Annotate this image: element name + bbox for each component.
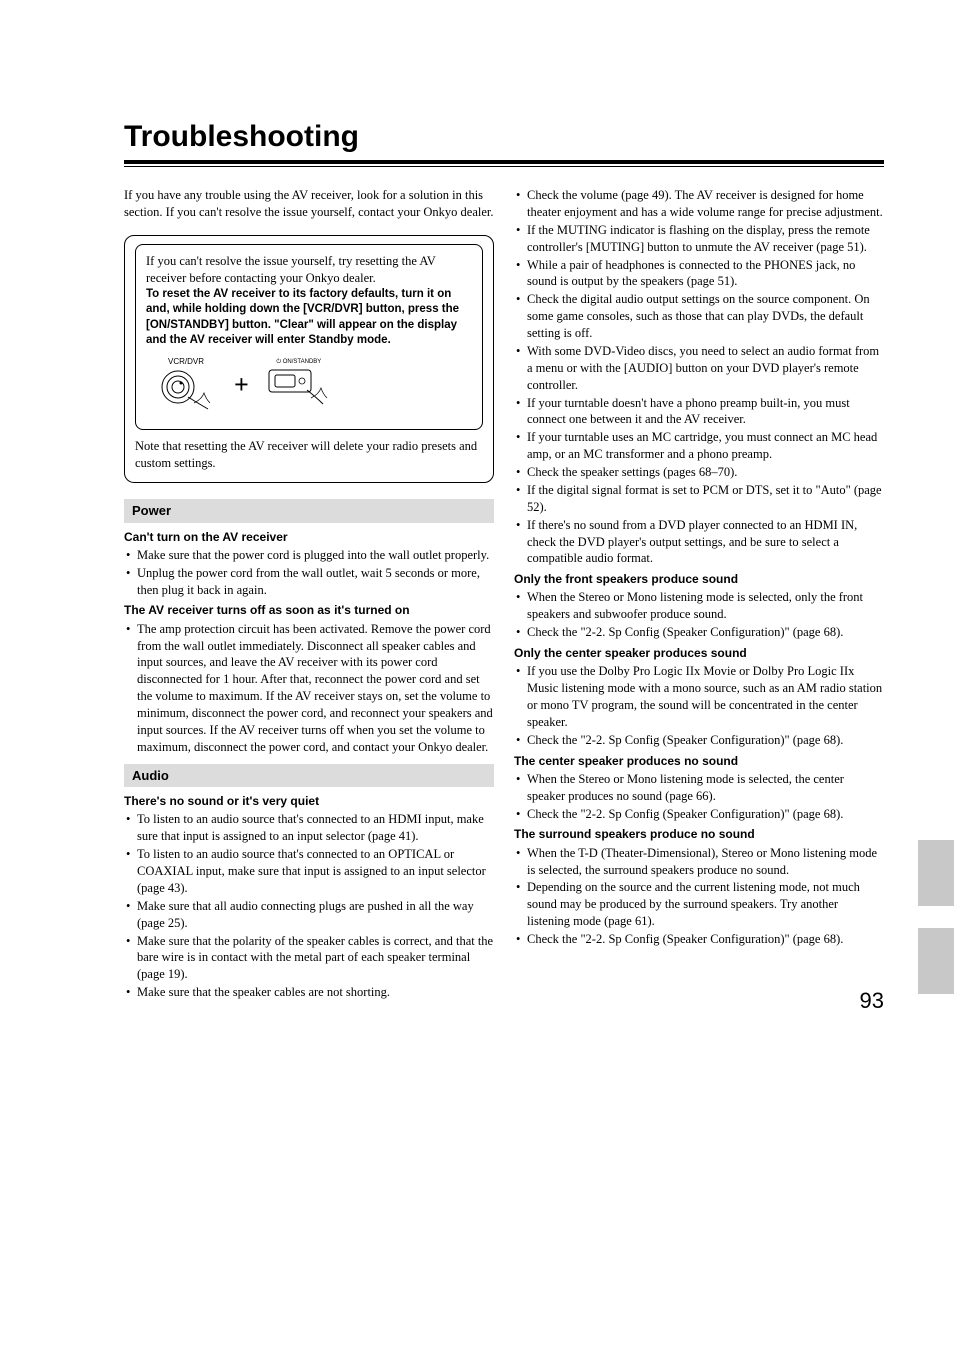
note-bold-text: To reset the AV receiver to its factory … [146,287,472,349]
side-tab [918,840,954,906]
sub-header: The AV receiver turns off as soon as it'… [124,602,494,618]
bullet-item: The amp protection circuit has been acti… [124,621,494,756]
knob-icon [156,369,216,413]
bullet-item: Check the "2-2. Sp Config (Speaker Confi… [514,931,884,948]
bullet-item: Make sure that the power cord is plugged… [124,547,494,564]
sub-header: The center speaker produces no sound [514,753,884,769]
bullet-list: If you use the Dolby Pro Logic IIx Movie… [514,663,884,748]
bullet-item: Check the volume (page 49). The AV recei… [514,187,884,221]
plus-icon: + [234,367,249,402]
diagram-button: ⏻ ON/STANDBY [267,358,331,412]
bullet-item: While a pair of headphones is connected … [514,257,884,291]
note-bottom-text: Note that resetting the AV receiver will… [135,438,483,472]
bullet-item: If your turntable uses an MC cartridge, … [514,429,884,463]
bullet-item: If the digital signal format is set to P… [514,482,884,516]
left-column: If you have any trouble using the AV rec… [124,187,494,1002]
bullet-list: To listen to an audio source that's conn… [124,811,494,1001]
bullet-item: If you use the Dolby Pro Logic IIx Movie… [514,663,884,731]
bullet-list: When the T-D (Theater-Dimensional), Ster… [514,845,884,948]
page-title: Troubleshooting [124,120,884,164]
page-container: Troubleshooting If you have any trouble … [0,0,954,1052]
diagram-knob: VCR/DVR [156,357,216,414]
bullet-item: If there's no sound from a DVD player co… [514,517,884,568]
side-tabs [918,840,954,1016]
bullet-item: Check the "2-2. Sp Config (Speaker Confi… [514,732,884,749]
two-column-layout: If you have any trouble using the AV rec… [124,187,884,1002]
bullet-item: Make sure that the polarity of the speak… [124,933,494,984]
reset-diagram: VCR/DVR + ⏻ ON/S [156,357,468,414]
reset-note-box: If you can't resolve the issue yourself,… [124,235,494,483]
sub-header: The surround speakers produce no sound [514,826,884,842]
bullet-list: When the Stereo or Mono listening mode i… [514,589,884,641]
diagram-button-label: ⏻ ON/STANDBY [267,358,331,366]
bullet-item: When the Stereo or Mono listening mode i… [514,589,884,623]
bullet-item: Check the speaker settings (pages 68–70)… [514,464,884,481]
bullet-list: Make sure that the power cord is plugged… [124,547,494,599]
page-number: 93 [860,988,884,1014]
diagram-knob-label: VCR/DVR [156,357,216,368]
bullet-item: Check the digital audio output settings … [514,291,884,342]
bullet-item: Check the "2-2. Sp Config (Speaker Confi… [514,624,884,641]
bullet-item: Depending on the source and the current … [514,879,884,930]
title-rule [124,166,884,167]
bullet-item: Make sure that all audio connecting plug… [124,898,494,932]
bullet-list: Check the volume (page 49). The AV recei… [514,187,884,567]
right-column: Check the volume (page 49). The AV recei… [514,187,884,1002]
bullet-item: To listen to an audio source that's conn… [124,846,494,897]
note-top-text: If you can't resolve the issue yourself,… [146,253,472,287]
bullet-item: With some DVD-Video discs, you need to s… [514,343,884,394]
bullet-item: Check the "2-2. Sp Config (Speaker Confi… [514,806,884,823]
bullet-list: The amp protection circuit has been acti… [124,621,494,756]
bullet-item: When the Stereo or Mono listening mode i… [514,771,884,805]
sub-header: Only the front speakers produce sound [514,571,884,587]
bullet-item: To listen to an audio source that's conn… [124,811,494,845]
sub-header: Can't turn on the AV receiver [124,529,494,545]
bullet-item: When the T-D (Theater-Dimensional), Ster… [514,845,884,879]
sub-header: Only the center speaker produces sound [514,645,884,661]
side-tab [918,928,954,994]
section-header-power: Power [124,499,494,523]
bullet-item: If the MUTING indicator is flashing on t… [514,222,884,256]
bullet-list: When the Stereo or Mono listening mode i… [514,771,884,823]
bullet-item: Unplug the power cord from the wall outl… [124,565,494,599]
bullet-item: Make sure that the speaker cables are no… [124,984,494,1001]
bullet-item: If your turntable doesn't have a phono p… [514,395,884,429]
reset-note-inner: If you can't resolve the issue yourself,… [135,244,483,431]
section-header-audio: Audio [124,764,494,788]
standby-button-icon [267,368,331,412]
sub-header: There's no sound or it's very quiet [124,793,494,809]
intro-paragraph: If you have any trouble using the AV rec… [124,187,494,221]
